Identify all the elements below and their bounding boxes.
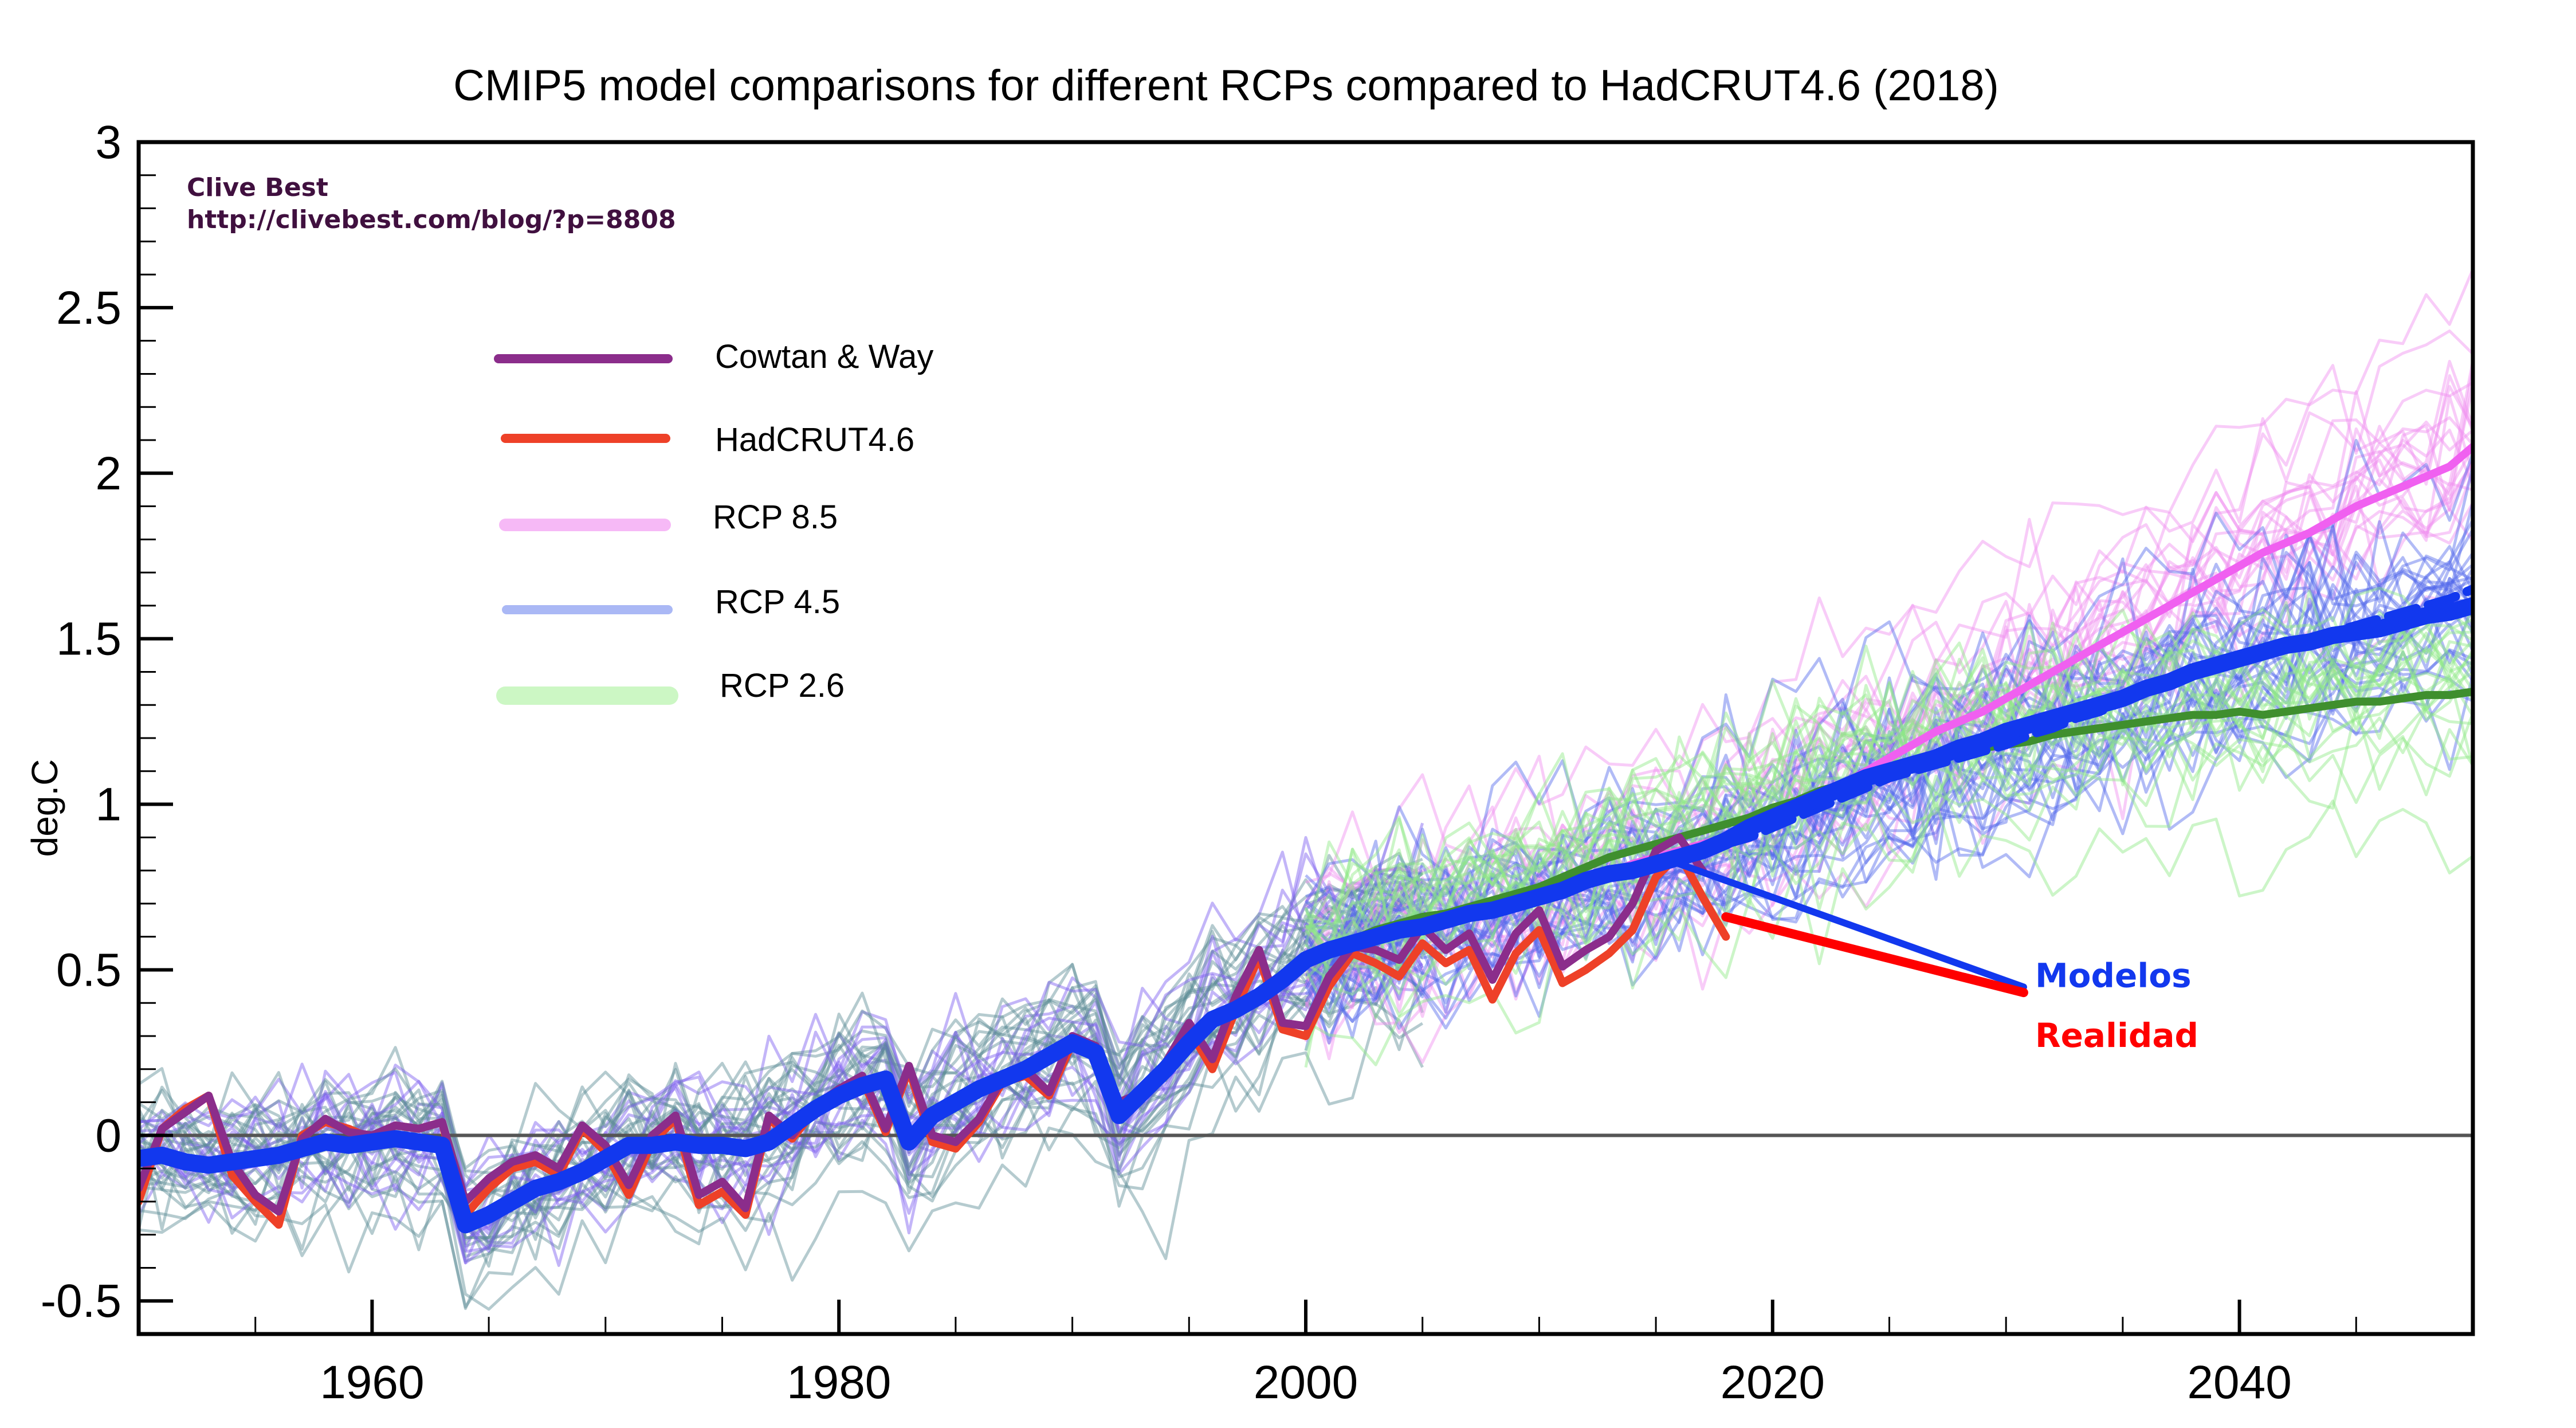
- x-tick-labels: 1960 1980 2000 2020 2040: [320, 1356, 2292, 1409]
- annotation-models: Modelos: [2035, 956, 2192, 995]
- series-lines: [139, 442, 2473, 1234]
- y-tick-label: 1: [95, 779, 121, 831]
- axis-ticks: [138, 140, 2474, 1334]
- ensemble-member-line: [1305, 589, 2473, 980]
- x-tick-label: 2000: [1254, 1356, 1358, 1409]
- ensemble-member-line: [1304, 698, 2473, 1052]
- ensemble-member-line: [1305, 649, 2473, 1023]
- ensemble-member-line: [1305, 465, 2473, 937]
- ensemble-member-line: [139, 881, 1424, 1245]
- ensemble-member-line: [1305, 552, 2473, 964]
- y-tick-label: 3: [95, 116, 121, 168]
- legend: Cowtan & Way HadCRUT4.6 RCP 8.5 RCP 4.5 …: [494, 338, 933, 705]
- chart-title: CMIP5 model comparisons for different RC…: [453, 61, 1999, 110]
- ensemble-member-line: [139, 952, 1423, 1231]
- ensemble-member-line: [1305, 329, 2473, 903]
- y-tick-label: 1.5: [56, 613, 121, 665]
- ensemble-member-line: [1304, 561, 2473, 975]
- legend-label-hadcrut: HadCRUT4.6: [715, 421, 914, 458]
- ensemble-member-line: [1305, 374, 2473, 1002]
- ensemble-member-line: [1305, 504, 2473, 1014]
- y-tick-label: 0: [95, 1109, 121, 1162]
- x-tick-label: 2040: [2187, 1356, 2291, 1409]
- y-tick-labels: -0.5 0 0.5 1 1.5 2 2.5 3: [41, 116, 121, 1327]
- ensemble-member-line: [139, 854, 1423, 1212]
- ensemble-member-line: [139, 850, 1423, 1190]
- ensemble-member-line: [1305, 799, 2473, 1066]
- ensemble-member-line: [139, 822, 1424, 1230]
- ensemble-member-line: [1305, 604, 2473, 982]
- ensemble-member-line: [139, 852, 1424, 1185]
- ensemble-member-line: [1305, 268, 2473, 884]
- legend-label-rcp26: RCP 2.6: [720, 667, 845, 704]
- ensemble-member-line: [139, 940, 1423, 1234]
- ensemble-member-line: [1304, 381, 2473, 904]
- legend-label-rcp45: RCP 4.5: [715, 583, 840, 621]
- ensemble-member-line: [1305, 583, 2473, 965]
- ensemble-member-line: [1305, 501, 2473, 994]
- ensemble-member-line: [1304, 560, 2473, 1040]
- annotation-reality: Realidad: [2035, 1016, 2198, 1055]
- ensemble-member-line: [1304, 728, 2473, 1068]
- ensemble-member-line: [1304, 385, 2473, 972]
- ensemble-member-line: [1304, 615, 2473, 975]
- x-tick-label: 1980: [787, 1356, 891, 1409]
- legend-label-rcp85: RCP 8.5: [713, 499, 838, 536]
- ensemble-member-line: [139, 862, 1423, 1196]
- ensemble-member-line: [139, 951, 1424, 1311]
- y-tick-label: -0.5: [41, 1275, 121, 1327]
- annotations: Modelos Realidad: [1675, 860, 2198, 1055]
- ensemble-member-line: [1304, 425, 2473, 1018]
- ensemble-member-line: [139, 870, 1424, 1201]
- x-tick-label: 1960: [320, 1356, 424, 1409]
- series-line-cowtan-way: [139, 833, 1707, 1216]
- ensemble-member-line: [1304, 601, 2473, 982]
- ensemble-member-line: [139, 872, 1424, 1239]
- ensemble-member-line: [1304, 586, 2473, 956]
- ensemble-member-line: [1305, 390, 2473, 959]
- annotation-pointer-models: [1675, 860, 2027, 991]
- ensemble-member-line: [1304, 519, 2473, 985]
- y-tick-label: 0.5: [56, 944, 121, 996]
- ensemble-member-line: [1304, 638, 2473, 1022]
- ensemble-member-line: [139, 858, 1423, 1189]
- ensemble-member-line: [1304, 576, 2473, 999]
- ensemble-member-line: [139, 969, 1424, 1263]
- y-axis-label: deg.C: [24, 759, 65, 857]
- ensemble-member-line: [1305, 566, 2473, 990]
- ensemble-member-line: [1304, 627, 2473, 963]
- ensemble-member-line: [1305, 520, 2473, 943]
- y-tick-label: 2: [95, 448, 121, 500]
- series-line-model-mean-all-: [139, 597, 2473, 1234]
- ensemble-member-line: [1304, 420, 2473, 962]
- annotation-pointer-reality: [1721, 912, 2028, 998]
- ensemble-member-line: [1304, 366, 2473, 988]
- ensemble-member-line: [1305, 571, 2473, 957]
- y-tick-label: 2.5: [56, 282, 121, 334]
- ensemble-member-line: [1305, 501, 2473, 937]
- credit-author: Clive Best: [187, 173, 328, 202]
- ensemble-members: [139, 268, 2473, 1311]
- ensemble-member-line: [1304, 438, 2473, 904]
- legend-label-cowtan-way: Cowtan & Way: [715, 338, 933, 375]
- ensemble-member-line: [1304, 551, 2473, 976]
- ensemble-member-line: [1305, 545, 2473, 955]
- ensemble-member-line: [139, 960, 1423, 1264]
- credit-url: http://clivebest.com/blog/?p=8808: [187, 205, 676, 234]
- ensemble-member-line: [1305, 561, 2473, 976]
- x-tick-label: 2020: [1721, 1356, 1825, 1409]
- ensemble-member-line: [1304, 458, 2473, 987]
- ensemble-member-line: [1305, 606, 2473, 951]
- ensemble-member-line: [1305, 470, 2473, 1010]
- ensemble-member-line: [1304, 623, 2473, 1014]
